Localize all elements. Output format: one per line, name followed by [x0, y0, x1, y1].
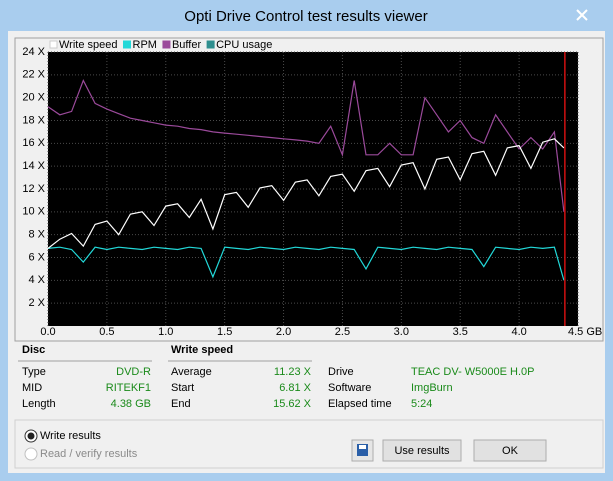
series-line — [47, 138, 565, 249]
close-icon — [576, 9, 588, 21]
info-label: MID — [22, 382, 42, 394]
radio-dot — [27, 432, 35, 440]
y-tick-label: 24 X — [22, 46, 45, 58]
info-label: End — [171, 398, 191, 410]
button-label: OK — [502, 445, 519, 457]
y-tick-label: 12 X — [22, 183, 45, 195]
legend-label: RPM — [133, 39, 157, 51]
button[interactable] — [382, 439, 462, 462]
x-tick-label: 2.0 — [276, 326, 291, 338]
info-label: Drive — [328, 366, 354, 378]
y-tick-label: 4 X — [28, 274, 45, 286]
info-label: Start — [171, 382, 194, 394]
info-value: RITEKF1 — [106, 382, 151, 394]
info-value: DVD-R — [116, 366, 151, 378]
x-tick-label: 1.0 — [158, 326, 173, 338]
section-heading: Disc — [22, 344, 45, 356]
info-value: 15.62 X — [273, 398, 312, 410]
info-label: Type — [22, 366, 46, 378]
info-value: 5:24 — [411, 398, 432, 410]
series-line — [47, 246, 565, 281]
y-tick-label: 14 X — [22, 160, 45, 172]
y-tick-label: 20 X — [22, 92, 45, 104]
info-value: TEAC DV- W5000E H.0P — [411, 366, 535, 378]
x-tick-label: 0.5 — [99, 326, 114, 338]
button[interactable] — [473, 439, 547, 462]
x-tick-label: 0.0 — [40, 326, 55, 338]
info-label: Average — [171, 366, 212, 378]
info-label: Elapsed time — [328, 398, 392, 410]
y-tick-label: 18 X — [22, 114, 45, 126]
save-icon — [357, 444, 368, 456]
info-value: 6.81 X — [279, 382, 311, 394]
x-tick-label: 4.0 — [511, 326, 526, 338]
x-tick-label: 3.5 — [453, 326, 468, 338]
radio-label: Read / verify results — [40, 448, 138, 460]
info-value: ImgBurn — [411, 382, 453, 394]
legend-label: Buffer — [172, 39, 201, 51]
legend-swatch — [206, 40, 215, 49]
info-value: 11.23 X — [274, 366, 312, 378]
info-value: 4.38 GB — [111, 398, 151, 410]
radio-label: Write results — [40, 430, 101, 442]
series-line — [47, 79, 565, 212]
radio-button[interactable] — [24, 447, 38, 461]
x-tick-label: 1.5 — [217, 326, 232, 338]
section-heading: Write speed — [171, 344, 233, 356]
legend-swatch — [123, 40, 131, 49]
window-title: Opti Drive Control test results viewer — [184, 8, 427, 25]
y-tick-label: 2 X — [28, 297, 45, 309]
info-label: Length — [22, 398, 56, 410]
x-tick-label: 3.0 — [394, 326, 409, 338]
legend-swatch — [49, 40, 58, 49]
legend-swatch — [162, 40, 171, 49]
button-label: Use results — [394, 445, 450, 457]
y-tick-label: 16 X — [22, 137, 45, 149]
y-tick-label: 22 X — [22, 69, 45, 81]
info-label: Software — [328, 382, 371, 394]
y-tick-label: 8 X — [28, 229, 45, 241]
y-tick-label: 6 X — [28, 251, 45, 263]
legend-label: CPU usage — [216, 39, 272, 51]
legend-label: Write speed — [59, 39, 118, 51]
save-icon — [359, 445, 366, 449]
y-tick-label: 10 X — [22, 206, 45, 218]
x-tick-label: 2.5 — [335, 326, 350, 338]
x-tick-label: 4.5 GB — [568, 326, 602, 338]
